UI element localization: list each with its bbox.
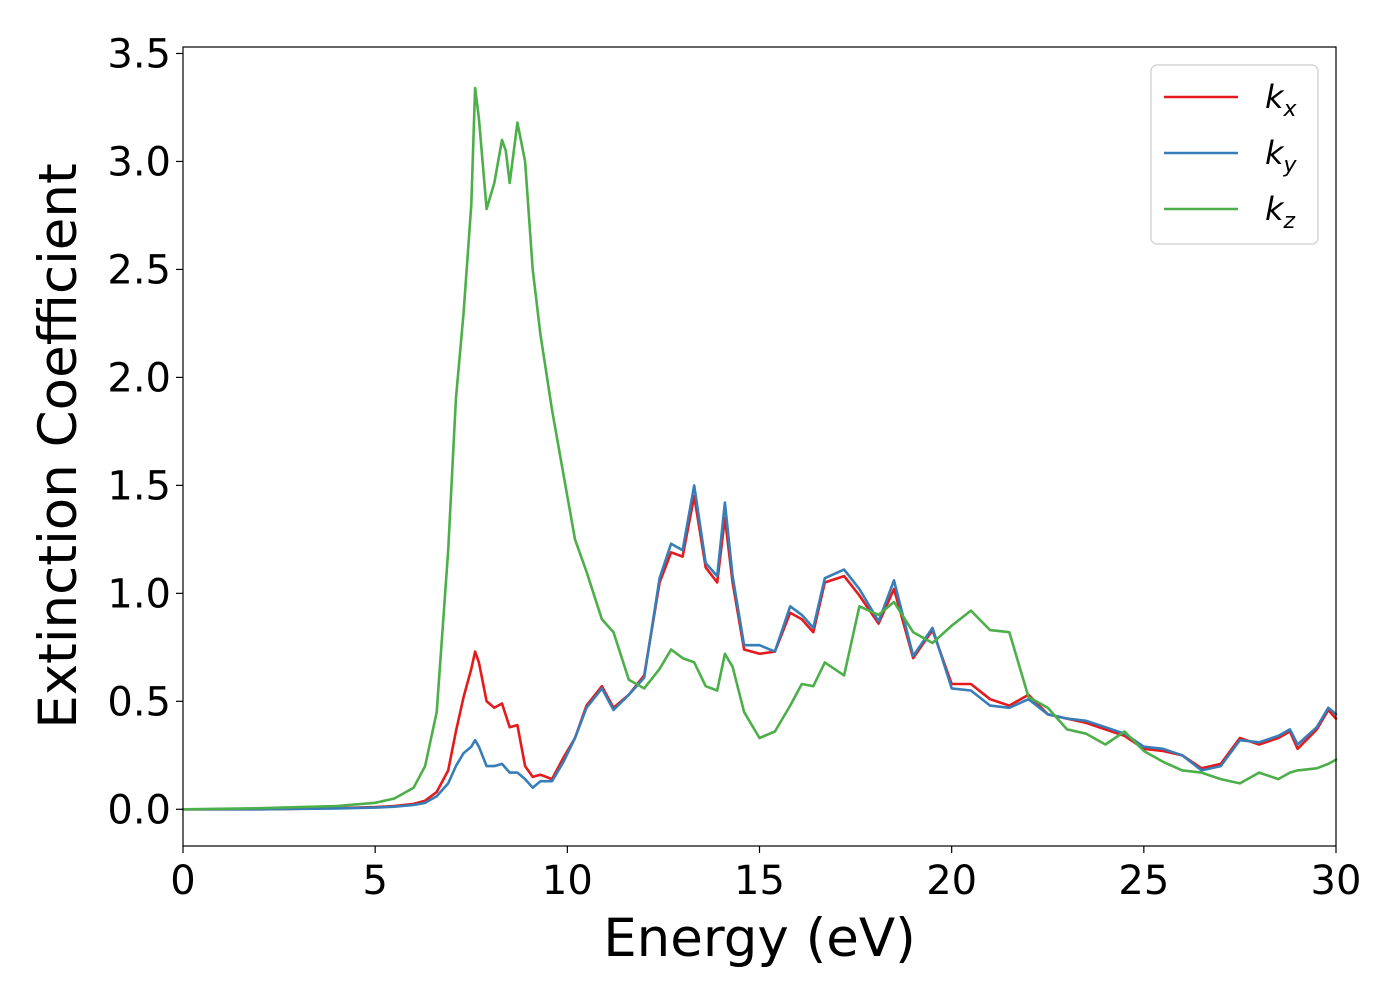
legend-label-subscript: y <box>1283 153 1298 178</box>
y-tick-label: 0.5 <box>107 679 171 725</box>
series-layer <box>181 86 1338 811</box>
x-tick-label: 15 <box>734 858 785 904</box>
x-tick-label: 5 <box>362 858 387 904</box>
x-axis-title: Energy (eV) <box>603 908 916 969</box>
series-line-k-z <box>181 86 1338 811</box>
legend-label-base: k <box>1265 78 1285 116</box>
y-tick-label: 2.0 <box>107 355 171 401</box>
legend-label-base: k <box>1265 134 1285 172</box>
legend-label-base: k <box>1265 190 1285 228</box>
x-tick-label: 25 <box>1118 858 1169 904</box>
legend-label: ky <box>1265 134 1298 178</box>
legend-label: kx <box>1265 78 1298 122</box>
legend-label: kz <box>1265 190 1296 234</box>
y-tick-label: 2.5 <box>107 247 171 293</box>
legend-label-subscript: z <box>1283 209 1296 234</box>
y-tick-label: 1.5 <box>107 463 171 509</box>
y-tick-label: 0.0 <box>107 787 171 833</box>
y-axis: 0.0 0.5 1.0 1.5 2.0 2.5 3.0 3.5 <box>107 31 183 833</box>
y-tick-label: 1.0 <box>107 571 171 617</box>
x-tick-label: 10 <box>542 858 593 904</box>
x-axis: 0 5 10 15 20 25 30 <box>170 846 1361 904</box>
legend-box <box>1150 64 1319 245</box>
y-tick-label: 3.0 <box>107 139 171 185</box>
plot-background <box>183 47 1336 846</box>
x-tick-label: 30 <box>1311 858 1362 904</box>
x-tick-label: 0 <box>170 858 195 904</box>
y-tick-label: 3.5 <box>107 31 171 77</box>
y-axis-title: Extinction Coefficient <box>28 163 89 729</box>
legend-label-subscript: x <box>1283 97 1298 122</box>
x-tick-label: 20 <box>926 858 977 904</box>
series-line-k-y <box>181 484 1338 811</box>
